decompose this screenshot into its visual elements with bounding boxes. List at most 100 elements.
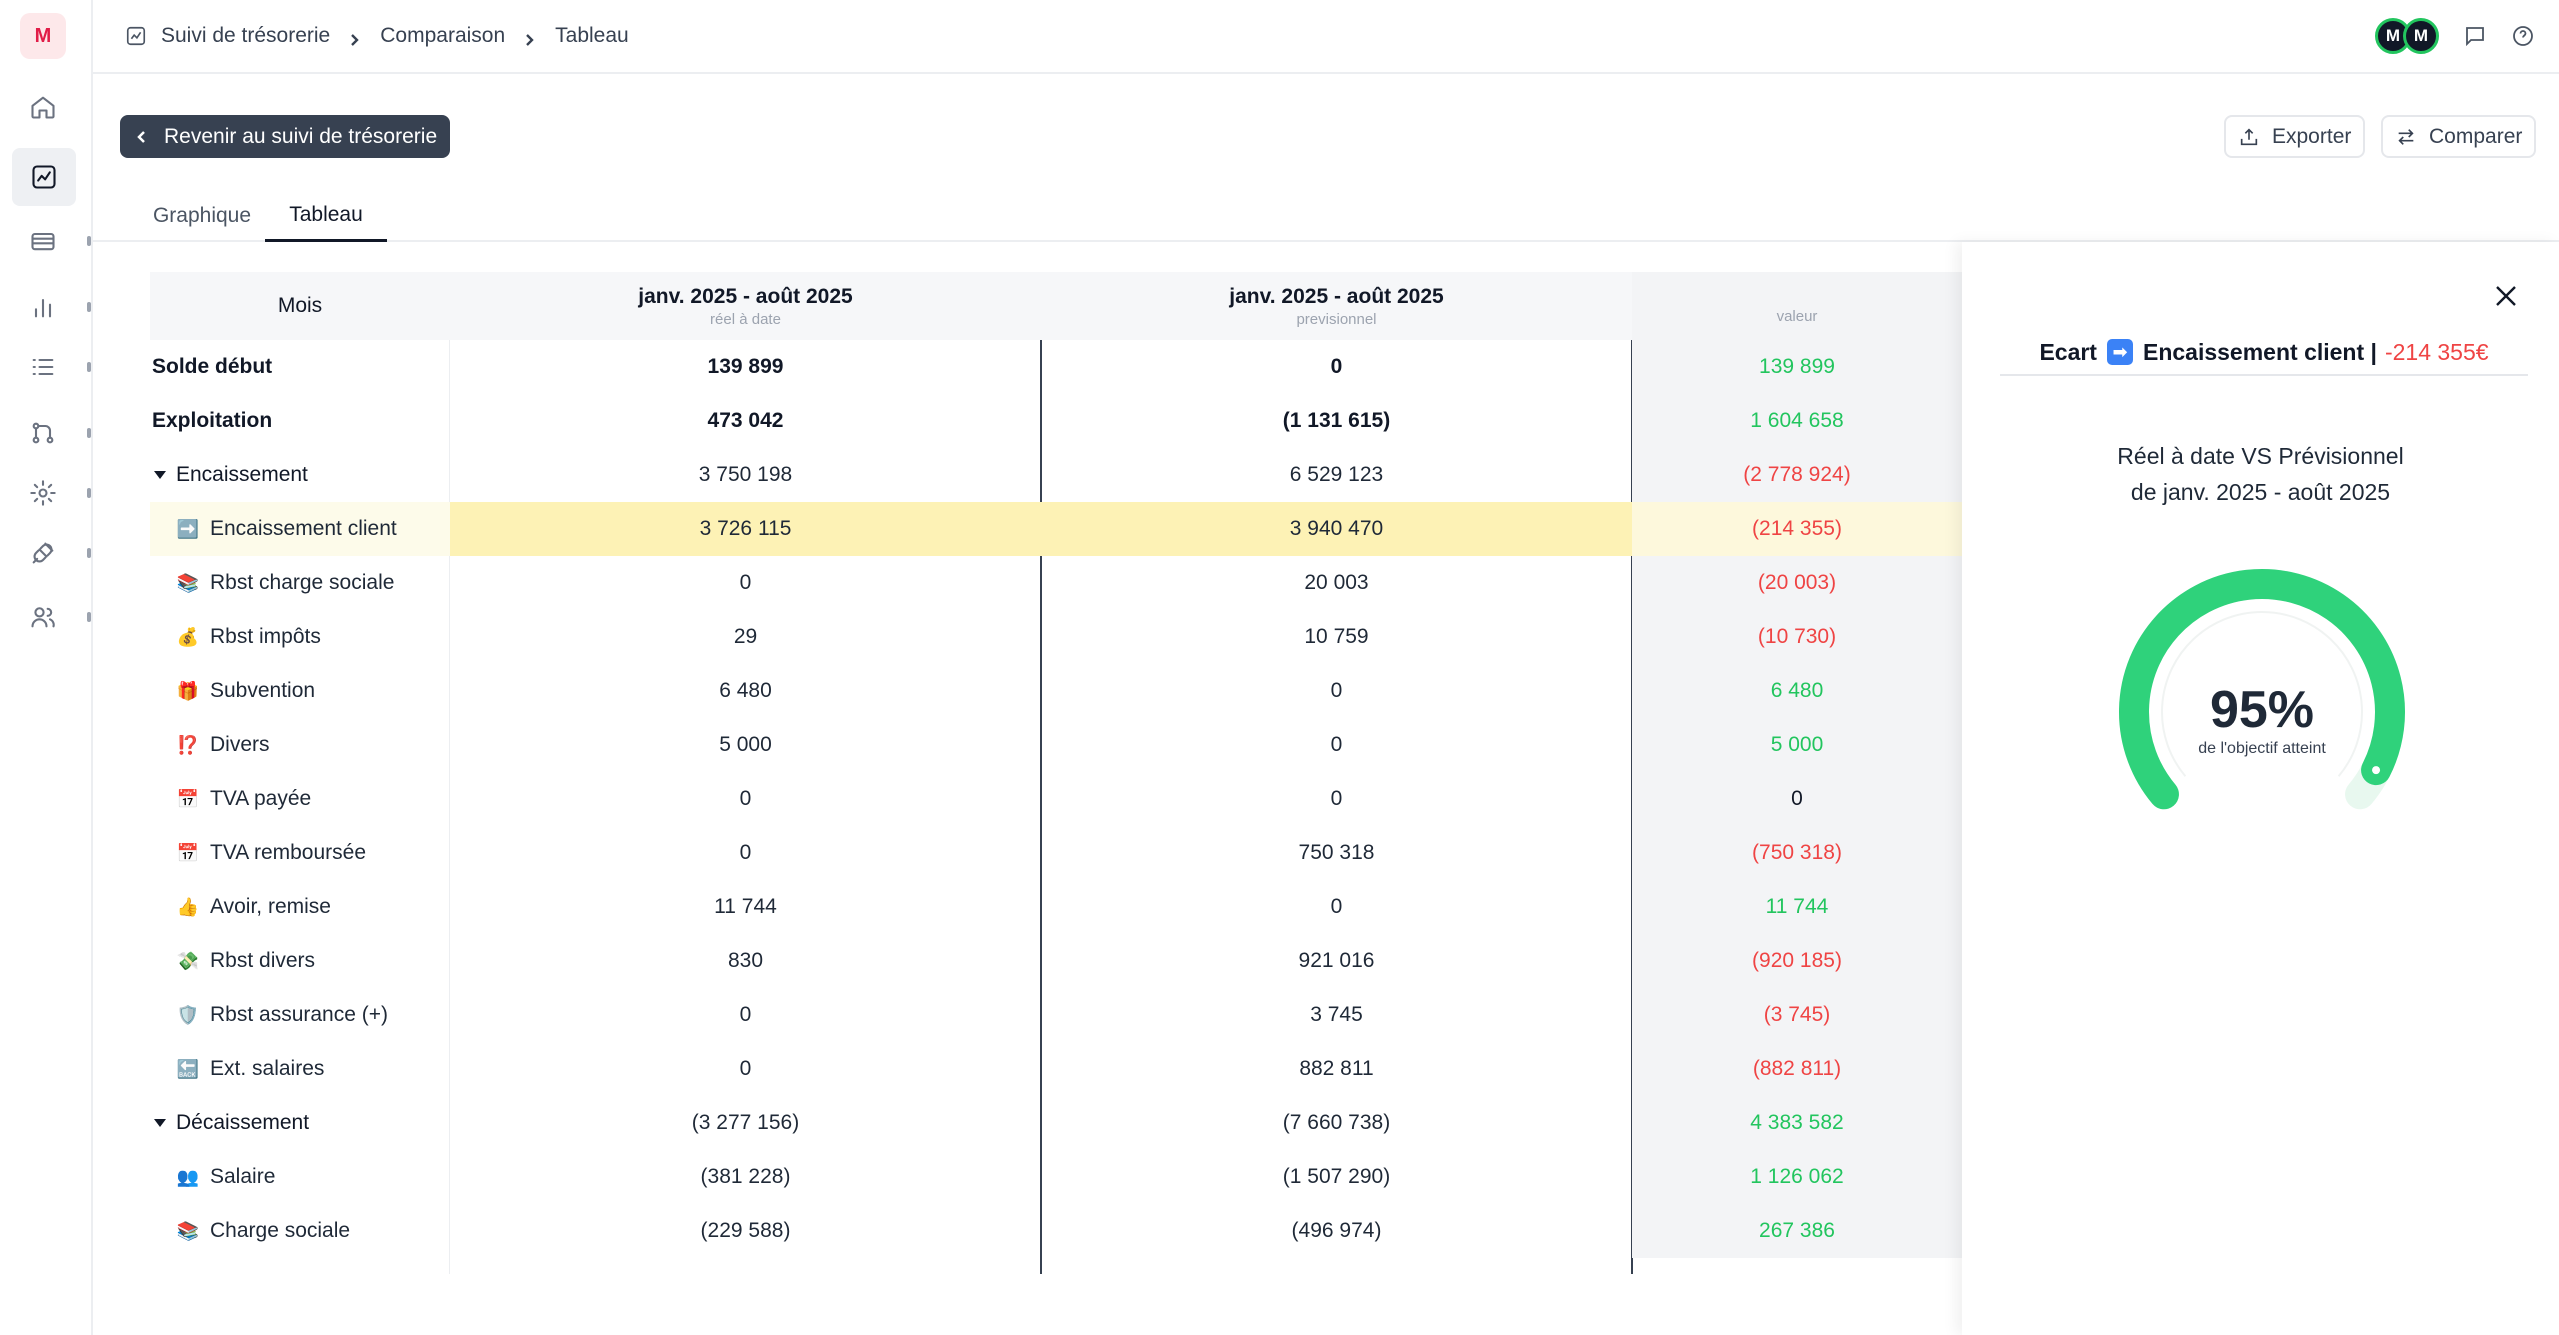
table-row[interactable]: Solde début 139 899 0 139 899 xyxy=(150,340,1962,394)
sidebar-item-users[interactable] xyxy=(20,594,66,640)
help-icon[interactable] xyxy=(2511,24,2535,48)
gap-cell-value: (750 318) xyxy=(1752,841,1842,864)
forecast-cell-value: 0 xyxy=(1330,787,1343,810)
forecast-cell-value: 3 745 xyxy=(1310,1003,1363,1026)
real-cell-value: 0 xyxy=(739,571,752,594)
sidebar-item-banks[interactable] xyxy=(20,218,66,264)
close-icon[interactable] xyxy=(2492,282,2520,310)
table-row[interactable]: Exploitation 473 042 (1 131 615) 1 604 658 xyxy=(150,394,1962,448)
panel-title: Ecart ➡ Encaissement client | -214 355€ xyxy=(2000,330,2528,376)
row-label: 🔙 Ext. salaires xyxy=(150,1057,325,1081)
panel-title-name: Encaissement client | xyxy=(2142,338,2377,365)
forecast-cell: 750 318 xyxy=(1041,826,1632,880)
table-row[interactable]: ➡️ Encaissement client 3 726 115 3 940 470 (… xyxy=(150,502,1962,556)
org-avatar[interactable]: M xyxy=(20,13,66,59)
breadcrumb-item-treasury[interactable]: Suivi de trésorerie xyxy=(161,24,331,47)
real-cell: 139 899 xyxy=(450,340,1041,394)
caret-down-icon xyxy=(154,471,166,479)
table-row[interactable]: 🎁 Subvention 6 480 0 6 480 xyxy=(150,664,1962,718)
sidebar-item-integrations[interactable] xyxy=(20,530,66,576)
row-label-cell: ➡️ Encaissement client xyxy=(150,502,450,556)
row-label-text: TVA payée xyxy=(210,787,312,810)
row-label: 💸 Rbst divers xyxy=(150,949,315,973)
gap-cell: 1 126 062 xyxy=(1632,1150,1962,1204)
gap-cell-value: (3 745) xyxy=(1763,1003,1831,1026)
table-row[interactable]: 📅 TVA remboursée 0 750 318 (750 318) xyxy=(150,826,1962,880)
category-emoji-icon: ⁉️ xyxy=(176,734,200,755)
real-cell-value: 139 899 xyxy=(707,355,784,378)
row-label: 🛡️ Rbst assurance (+) xyxy=(150,1003,388,1027)
real-cell: 473 042 xyxy=(450,394,1041,448)
sidebar-item-home[interactable] xyxy=(20,84,66,130)
real-cell: 0 xyxy=(450,556,1041,610)
table-row[interactable]: 📚 Charge sociale (229 588) (496 974) 267 386 xyxy=(150,1204,1962,1258)
submenu-indicator xyxy=(87,302,91,312)
row-label-cell: 👍 Avoir, remise xyxy=(150,880,450,934)
real-cell-value: (3 277 156) xyxy=(691,1111,800,1134)
gap-cell: (2 778 924) xyxy=(1632,448,1962,502)
real-cell-value: 6 480 xyxy=(719,679,772,702)
row-label: Exploitation xyxy=(150,409,272,433)
real-cell: 0 xyxy=(450,988,1041,1042)
gauge-label: de l'objectif atteint xyxy=(2198,740,2326,757)
sidebar-item-reports[interactable] xyxy=(20,284,66,330)
row-label-cell: 🎁 Subvention xyxy=(150,664,450,718)
submenu-indicator xyxy=(87,362,91,372)
avatar[interactable]: M xyxy=(2403,18,2439,54)
row-label-cell: Solde début xyxy=(150,340,450,394)
arrow-right-icon: ➡ xyxy=(2106,339,2133,365)
forecast-cell-value: 10 759 xyxy=(1304,625,1369,648)
row-label-cell: 📅 TVA remboursée xyxy=(150,826,450,880)
gap-cell: 4 383 582 xyxy=(1632,1096,1962,1150)
table-row[interactable]: 👍 Avoir, remise 11 744 0 11 744 xyxy=(150,880,1962,934)
table-row[interactable]: 💸 Rbst divers 830 921 016 (920 185) xyxy=(150,934,1962,988)
sidebar-item-settings[interactable] xyxy=(20,470,66,516)
export-button[interactable]: Exporter xyxy=(2224,115,2366,158)
users-icon xyxy=(31,607,55,628)
table-row[interactable]: 💰 Rbst impôts 29 10 759 (10 730) xyxy=(150,610,1962,664)
gap-cell-value: 139 899 xyxy=(1759,355,1835,378)
forecast-cell: 0 xyxy=(1041,772,1632,826)
table-row[interactable]: Encaissement 3 750 198 6 529 123 (2 778 924… xyxy=(150,448,1962,502)
sidebar-item-list[interactable] xyxy=(20,344,66,390)
group-toggle[interactable]: Décaissement xyxy=(150,1111,309,1135)
row-label-cell: Encaissement xyxy=(150,448,450,502)
panel-subtitle-line2: de janv. 2025 - août 2025 xyxy=(2130,479,2391,505)
forecast-cell: (7 660 738) xyxy=(1041,1096,1632,1150)
back-button[interactable]: Revenir au suivi de trésorerie xyxy=(120,115,451,158)
table-row[interactable]: 📚 Rbst charge sociale 0 20 003 (20 003) xyxy=(150,556,1962,610)
sidebar-item-flows[interactable] xyxy=(20,410,66,456)
row-label-cell: 🔙 Ext. salaires xyxy=(150,1042,450,1096)
sidebar-item-treasury[interactable] xyxy=(12,148,76,206)
category-emoji-icon: 👍 xyxy=(176,896,200,917)
category-emoji-icon: 📅 xyxy=(176,788,200,809)
forecast-cell-value: 882 811 xyxy=(1299,1057,1374,1080)
tab-graphique[interactable]: Graphique xyxy=(152,204,252,227)
gap-cell-value: (882 811) xyxy=(1752,1057,1842,1080)
table-row[interactable]: ⁉️ Divers 5 000 0 5 000 xyxy=(150,718,1962,772)
forecast-cell: (1 131 615) xyxy=(1041,394,1632,448)
table-row[interactable]: 👥 Salaire (381 228) (1 507 290) 1 126 062 xyxy=(150,1150,1962,1204)
row-label: 👍 Avoir, remise xyxy=(150,895,331,919)
gauge-end-dot xyxy=(2372,766,2381,775)
table-row[interactable]: Décaissement (3 277 156) (7 660 738) 4 383 … xyxy=(150,1096,1962,1150)
breadcrumb-item-comparison[interactable]: Comparaison xyxy=(380,24,506,47)
forecast-cell: 6 529 123 xyxy=(1041,448,1632,502)
group-toggle[interactable]: Encaissement xyxy=(150,463,308,487)
forecast-cell-value: 20 003 xyxy=(1304,571,1369,594)
compare-button[interactable]: Comparer xyxy=(2381,115,2537,158)
tab-tableau[interactable]: Tableau xyxy=(265,190,387,242)
row-label-cell: 📅 TVA payée xyxy=(150,772,450,826)
panel-title-prefix: Ecart xyxy=(2039,338,2097,365)
table-body: Solde début 139 899 0 139 899 Exploitation 47… xyxy=(150,340,1962,1258)
forecast-cell-value: 6 529 123 xyxy=(1289,463,1384,486)
table-row[interactable]: 🔙 Ext. salaires 0 882 811 (882 811) xyxy=(150,1042,1962,1096)
row-label-text: Rbst divers xyxy=(210,949,316,972)
row-label-text: Exploitation xyxy=(152,409,273,432)
export-button-label: Exporter xyxy=(2272,124,2352,148)
table-row[interactable]: 🛡️ Rbst assurance (+) 0 3 745 (3 745) xyxy=(150,988,1962,1042)
real-cell: (229 588) xyxy=(450,1204,1041,1258)
row-label-text: Solde début xyxy=(152,355,273,378)
table-row[interactable]: 📅 TVA payée 0 0 0 xyxy=(150,772,1962,826)
comment-icon[interactable] xyxy=(2463,24,2487,48)
